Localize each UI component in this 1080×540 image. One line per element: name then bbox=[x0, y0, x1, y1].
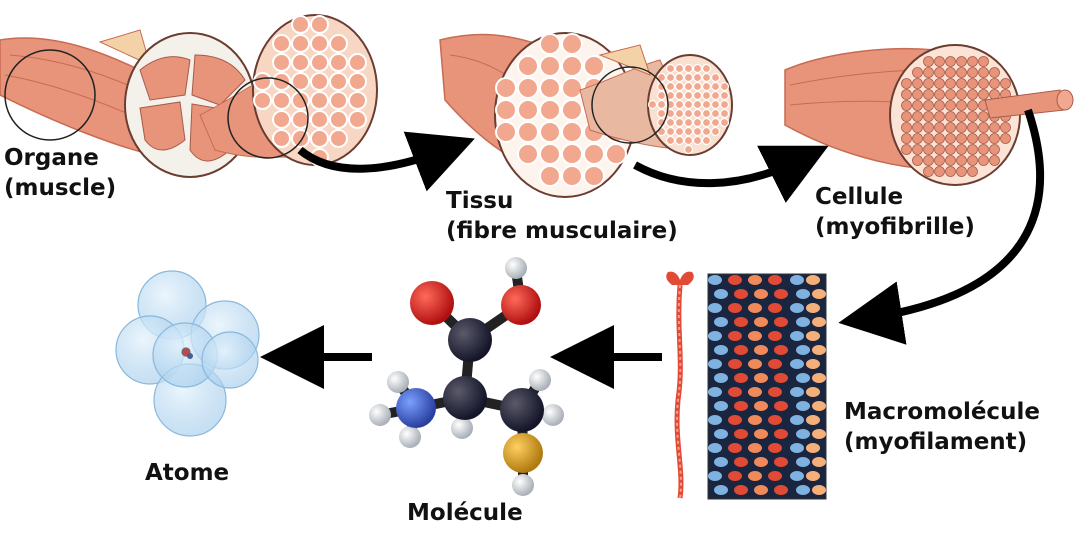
muscle-tissue-illustration bbox=[439, 32, 733, 198]
label-macromolecule-detail: (myofilament) bbox=[844, 429, 1028, 455]
label-organe-detail: (muscle) bbox=[4, 175, 117, 201]
myofibril-cell-illustration bbox=[784, 44, 1074, 186]
muscle-organ-illustration bbox=[0, 14, 378, 178]
arrow-organ-to-tissue bbox=[297, 131, 475, 192]
label-tissu-detail: (fibre musculaire) bbox=[446, 218, 678, 244]
label-atome-name: Atome bbox=[145, 460, 230, 486]
label-molecule: Molécule bbox=[407, 498, 523, 528]
label-macromolecule: Macromolécule (myofilament) bbox=[844, 397, 1040, 457]
label-macromolecule-name: Macromolécule bbox=[844, 399, 1040, 425]
arrow-tissue-to-cell bbox=[633, 145, 829, 203]
label-atome: Atome bbox=[145, 458, 229, 488]
arrow-cell-to-macromolecule bbox=[838, 108, 1045, 345]
label-cellule: Cellule (myofibrille) bbox=[815, 182, 975, 242]
label-cellule-detail: (myofibrille) bbox=[815, 214, 975, 240]
amino-acid-molecule-illustration bbox=[369, 257, 564, 496]
label-organe: Organe (muscle) bbox=[4, 143, 116, 203]
label-cellule-name: Cellule bbox=[815, 184, 904, 210]
label-molecule-name: Molécule bbox=[407, 500, 523, 526]
atom-illustration bbox=[115, 270, 260, 437]
label-organe-name: Organe bbox=[4, 145, 99, 171]
label-tissu: Tissu (fibre musculaire) bbox=[446, 186, 678, 246]
myofilament-illustration bbox=[666, 271, 827, 500]
label-tissu-name: Tissu bbox=[446, 188, 514, 214]
